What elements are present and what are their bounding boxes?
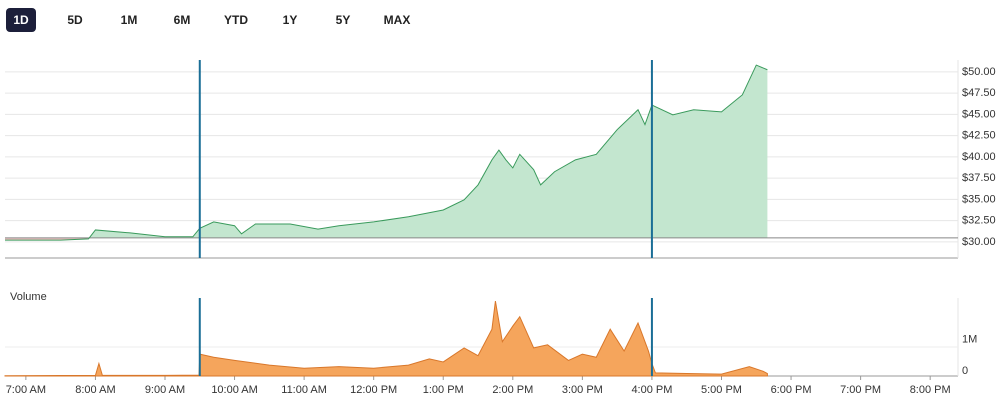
chart-title: Volume [10,291,47,303]
range-button[interactable]: MAX [384,13,411,27]
x-tick-label: 8:00 PM [910,384,951,396]
y-tick-label: $37.50 [962,172,996,184]
range-button[interactable]: 1D [6,8,36,32]
x-tick-label: 7:00 AM [6,384,46,396]
range-button-label[interactable]: 1Y [283,13,298,27]
x-tick-label: 2:00 PM [492,384,533,396]
range-button[interactable]: 1Y [283,13,298,27]
y-tick-label: 0 [962,365,968,377]
x-tick-label: 8:00 AM [75,384,115,396]
y-tick-label: $45.00 [962,108,996,120]
range-button-label[interactable]: 5Y [336,13,351,27]
y-tick-label: $30.00 [962,236,996,248]
x-tick-label: 11:00 AM [281,384,327,396]
x-tick-label: 3:00 PM [562,384,603,396]
range-button-bg [6,8,36,32]
x-tick-label: 4:00 PM [631,384,672,396]
range-button[interactable]: 1M [121,13,138,27]
range-button-label[interactable]: 5D [67,13,83,27]
range-button-label[interactable]: YTD [224,13,248,27]
range-button[interactable]: YTD [224,13,248,27]
x-tick-label: 5:00 PM [701,384,742,396]
range-button[interactable]: 5Y [336,13,351,27]
price-area-up [5,65,768,238]
x-tick-label: 10:00 AM [211,384,257,396]
range-button-label[interactable]: 1M [121,13,138,27]
x-tick-label: 9:00 AM [145,384,185,396]
volume-area [4,301,768,377]
y-tick-label: $40.00 [962,151,996,163]
y-tick-label: 1M [962,334,977,346]
x-tick-label: 12:00 PM [350,384,397,396]
y-tick-label: $35.00 [962,193,996,205]
range-button-label[interactable]: 6M [174,13,191,27]
y-tick-label: $50.00 [962,66,996,78]
range-button[interactable]: 6M [174,13,191,27]
x-tick-label: 1:00 PM [423,384,464,396]
y-tick-label: $47.50 [962,87,996,99]
price-line [5,64,768,241]
range-button-label[interactable]: 1D [13,13,29,27]
x-tick-label: 7:00 PM [840,384,881,396]
range-button-label[interactable]: MAX [384,13,411,27]
x-tick-label: 6:00 PM [771,384,812,396]
y-tick-label: $42.50 [962,130,996,142]
range-button[interactable]: 5D [67,13,83,27]
y-tick-label: $32.50 [962,215,996,227]
